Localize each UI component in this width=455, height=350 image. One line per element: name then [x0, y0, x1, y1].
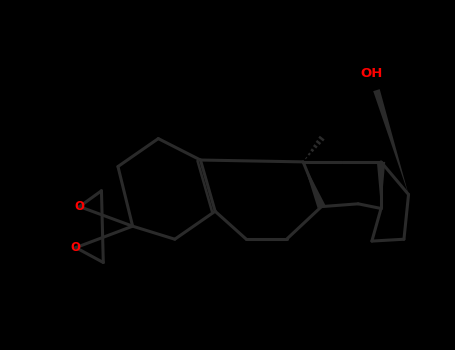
Text: O: O [75, 200, 85, 213]
Polygon shape [303, 162, 325, 208]
Polygon shape [377, 162, 385, 209]
Text: O: O [71, 241, 81, 254]
Polygon shape [373, 89, 409, 195]
Text: OH: OH [360, 67, 382, 80]
